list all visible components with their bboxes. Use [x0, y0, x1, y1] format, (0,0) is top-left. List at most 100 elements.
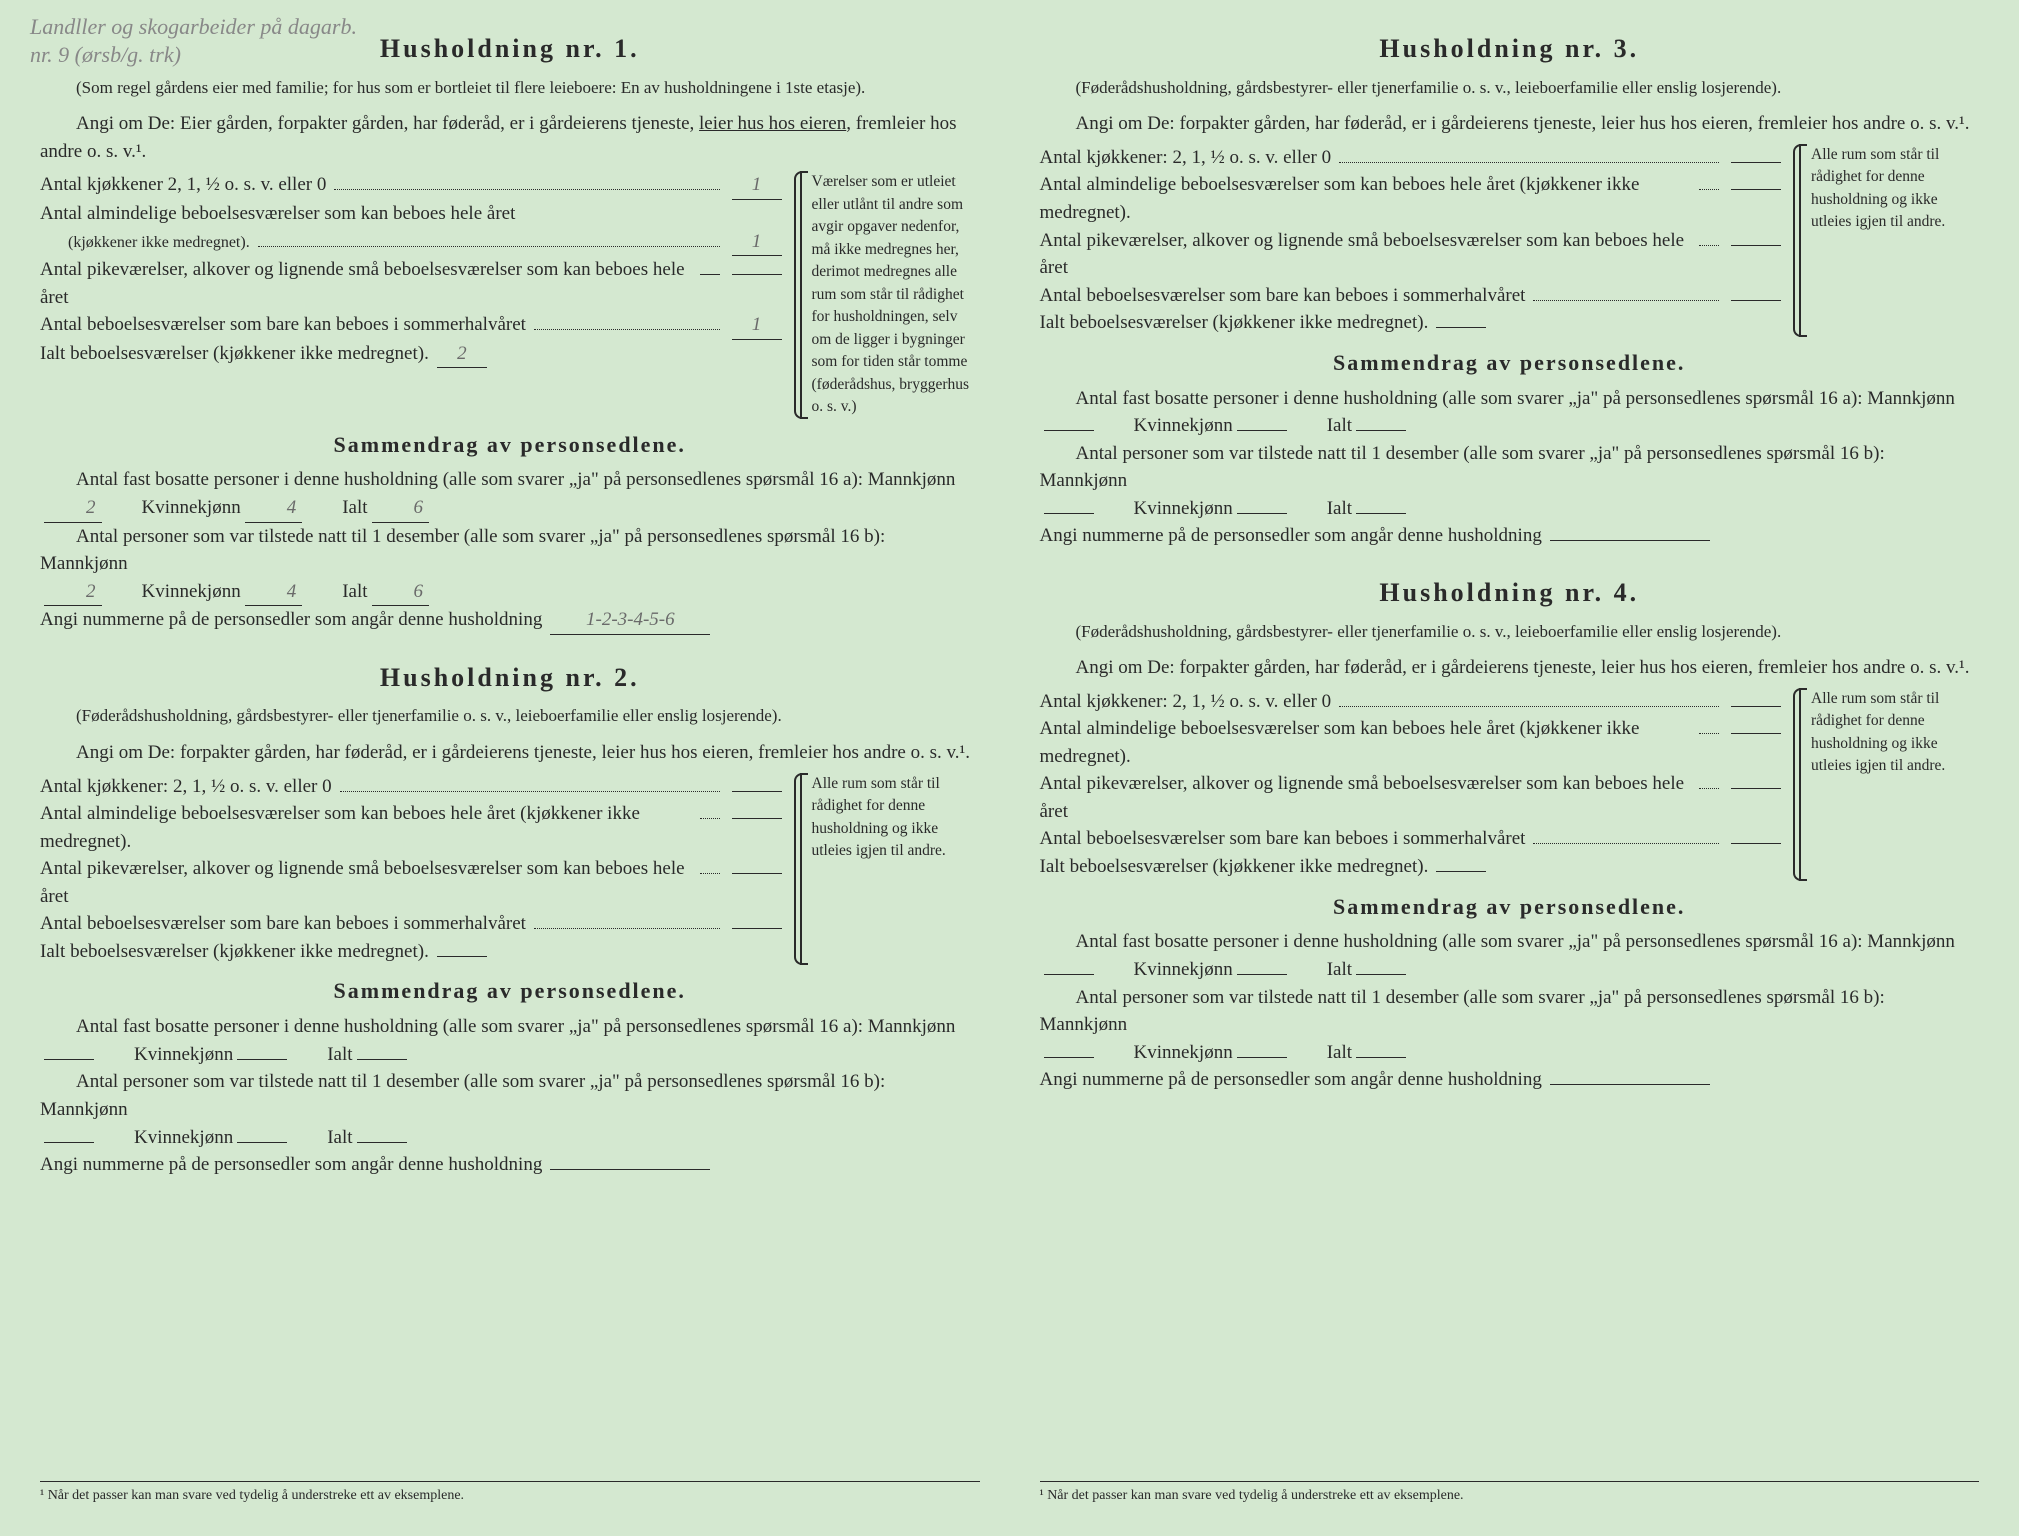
room2-row-3: Antal pikeværelser, alkover og lignende …: [1040, 227, 1786, 282]
room1-row-3: Antal almindelige beboelsesværelser som …: [1040, 171, 1786, 226]
kitchen-row: Antal kjøkkener 2, 1, ½ o. s. v. eller 0…: [40, 171, 786, 200]
ialt-label2-3: Ialt: [1291, 495, 1352, 523]
total-label: Ialt beboelsesværelser (kjøkkener ikke m…: [40, 340, 429, 368]
summ2-i: 6: [372, 578, 430, 607]
summ1-text-3: Antal fast bosatte personer i denne hush…: [1040, 385, 1955, 413]
room3-row: Antal beboelsesværelser som bare kan beb…: [40, 311, 786, 340]
room1-row-2: Antal almindelige beboelsesværelser som …: [40, 800, 786, 855]
room1-value-2: [732, 818, 782, 819]
summ1-m-3: [1044, 430, 1094, 431]
kitchen-block-4: Antal kjøkkener: 2, 1, ½ o. s. v. eller …: [1040, 688, 1980, 881]
handwritten-annotation-2: nr. 9 (ørsb/g. trk): [30, 42, 181, 68]
household-3: Husholdning nr. 3. (Føderådshusholdning,…: [1040, 30, 1980, 550]
summ2-m-4: [1044, 1057, 1094, 1058]
kvinne-label2-2: Kvinnekjønn: [98, 1124, 233, 1152]
footnote-right: ¹ Når det passer kan man svare ved tydel…: [1040, 1481, 1980, 1506]
kvinne-label-4: Kvinnekjønn: [1098, 956, 1233, 984]
total-value-4: [1436, 871, 1486, 872]
total-row-3: Ialt beboelsesværelser (kjøkkener ikke m…: [1040, 309, 1786, 337]
total-label-3: Ialt beboelsesværelser (kjøkkener ikke m…: [1040, 309, 1429, 337]
kitchen-value-3: [1731, 162, 1781, 163]
room1-value: 1: [732, 228, 782, 257]
summ1-k-3: [1237, 430, 1287, 431]
household-4: Husholdning nr. 4. (Føderådshusholdning,…: [1040, 574, 1980, 1094]
room1-row: Antal almindelige beboelsesværelser som …: [40, 200, 786, 256]
summ2-text-4: Antal personer som var tilstede natt til…: [1040, 984, 1976, 1039]
room2-value-2: [732, 873, 782, 874]
summary2-row-3: Antal personer som var tilstede natt til…: [1040, 440, 1980, 523]
nummer-label: Angi nummerne på de personsedler som ang…: [40, 606, 542, 634]
total-row-4: Ialt beboelsesværelser (kjøkkener ikke m…: [1040, 853, 1786, 881]
nummer-row-2: Angi nummerne på de personsedler som ang…: [40, 1151, 980, 1179]
summary-title-4: Sammendrag av personsedlene.: [1040, 891, 1980, 923]
household-2-angi: Angi om De: forpakter gården, har føderå…: [40, 739, 980, 767]
ialt-label: Ialt: [306, 494, 367, 522]
household-3-title: Husholdning nr. 3.: [1040, 30, 1980, 68]
room3-row-3: Antal beboelsesværelser som bare kan beb…: [1040, 282, 1786, 310]
nummer-row-1: Angi nummerne på de personsedler som ang…: [40, 606, 980, 635]
summ2-i-3: [1356, 513, 1406, 514]
kitchen-row-4: Antal kjøkkener: 2, 1, ½ o. s. v. eller …: [1040, 688, 1786, 716]
kvinne-label2-4: Kvinnekjønn: [1098, 1039, 1233, 1067]
household-1-angi: Angi om De: Eier gården, forpakter gårde…: [40, 110, 980, 165]
summary2-row: Antal personer som var tilstede natt til…: [40, 523, 980, 607]
summary2-row-2: Antal personer som var tilstede natt til…: [40, 1068, 980, 1151]
room2-label-4: Antal pikeværelser, alkover og lignende …: [1040, 770, 1692, 825]
summ1-k-4: [1237, 974, 1287, 975]
household-1-intro: (Som regel gårdens eier med familie; for…: [40, 76, 980, 101]
total-label-4: Ialt beboelsesværelser (kjøkkener ikke m…: [1040, 853, 1429, 881]
room3-label-4: Antal beboelsesværelser som bare kan beb…: [1040, 825, 1526, 853]
summ2-i-4: [1356, 1057, 1406, 1058]
left-page: Husholdning nr. 1. (Som regel gårdens ei…: [40, 30, 980, 1506]
summ1-m-4: [1044, 974, 1094, 975]
total-row: Ialt beboelsesværelser (kjøkkener ikke m…: [40, 340, 786, 369]
total-label-2: Ialt beboelsesværelser (kjøkkener ikke m…: [40, 938, 429, 966]
kitchen-block-1: Antal kjøkkener 2, 1, ½ o. s. v. eller 0…: [40, 171, 980, 418]
summ2-m-2: [44, 1142, 94, 1143]
household-3-intro: (Føderådshusholdning, gårdsbestyrer- ell…: [1040, 76, 1980, 101]
handwritten-annotation-1: Landller og skogarbeider på dagarb.: [30, 14, 357, 40]
summ1-text: Antal fast bosatte personer i denne hush…: [40, 466, 955, 494]
summ2-k-3: [1237, 513, 1287, 514]
room1-label-2: Antal almindelige beboelsesværelser som …: [40, 800, 692, 855]
kitchen-value-4: [1731, 706, 1781, 707]
room1-row-4: Antal almindelige beboelsesværelser som …: [1040, 715, 1786, 770]
total-row-2: Ialt beboelsesværelser (kjøkkener ikke m…: [40, 938, 786, 966]
room3-label-3: Antal beboelsesværelser som bare kan beb…: [1040, 282, 1526, 310]
nummer-value-4: [1550, 1084, 1710, 1085]
nummer-label-4: Angi nummerne på de personsedler som ang…: [1040, 1066, 1542, 1094]
room2-row-2: Antal pikeværelser, alkover og lignende …: [40, 855, 786, 910]
room2-row: Antal pikeværelser, alkover og lignende …: [40, 256, 786, 311]
summ2-m: 2: [44, 578, 102, 607]
summ1-i: 6: [372, 494, 430, 523]
kitchen-row-3: Antal kjøkkener: 2, 1, ½ o. s. v. eller …: [1040, 144, 1786, 172]
ialt-label2-4: Ialt: [1291, 1039, 1352, 1067]
summary1-row-4: Antal fast bosatte personer i denne hush…: [1040, 928, 1980, 983]
kitchen-left-3: Antal kjøkkener: 2, 1, ½ o. s. v. eller …: [1040, 144, 1786, 337]
kvinne-label: Kvinnekjønn: [106, 494, 241, 522]
total-value: 2: [437, 340, 487, 369]
kitchen-label-4: Antal kjøkkener: 2, 1, ½ o. s. v. eller …: [1040, 688, 1332, 716]
room1-value-4: [1731, 733, 1781, 734]
nummer-row-3: Angi nummerne på de personsedler som ang…: [1040, 522, 1980, 550]
kitchen-block-2: Antal kjøkkener: 2, 1, ½ o. s. v. eller …: [40, 773, 980, 966]
nummer-value-3: [1550, 540, 1710, 541]
ialt-label2: Ialt: [306, 578, 367, 606]
kvinne-label-3: Kvinnekjønn: [1098, 412, 1233, 440]
kitchen-label: Antal kjøkkener 2, 1, ½ o. s. v. eller 0: [40, 171, 326, 199]
room1-label-3: Antal almindelige beboelsesværelser som …: [1040, 171, 1692, 226]
right-page: Husholdning nr. 3. (Føderådshusholdning,…: [1040, 30, 1980, 1506]
ialt-label-4: Ialt: [1291, 956, 1352, 984]
summ1-m: 2: [44, 494, 102, 523]
room3-value-4: [1731, 843, 1781, 844]
room3-value: 1: [732, 311, 782, 340]
kvinne-label2-3: Kvinnekjønn: [1098, 495, 1233, 523]
summ2-k-4: [1237, 1057, 1287, 1058]
footnote-left: ¹ Når det passer kan man svare ved tydel…: [40, 1481, 980, 1506]
room2-value-3: [1731, 245, 1781, 246]
room1-value-3: [1731, 189, 1781, 190]
summary1-row-2: Antal fast bosatte personer i denne hush…: [40, 1013, 980, 1068]
nummer-label-2: Angi nummerne på de personsedler som ang…: [40, 1151, 542, 1179]
summ1-i-3: [1356, 430, 1406, 431]
total-value-3: [1436, 327, 1486, 328]
